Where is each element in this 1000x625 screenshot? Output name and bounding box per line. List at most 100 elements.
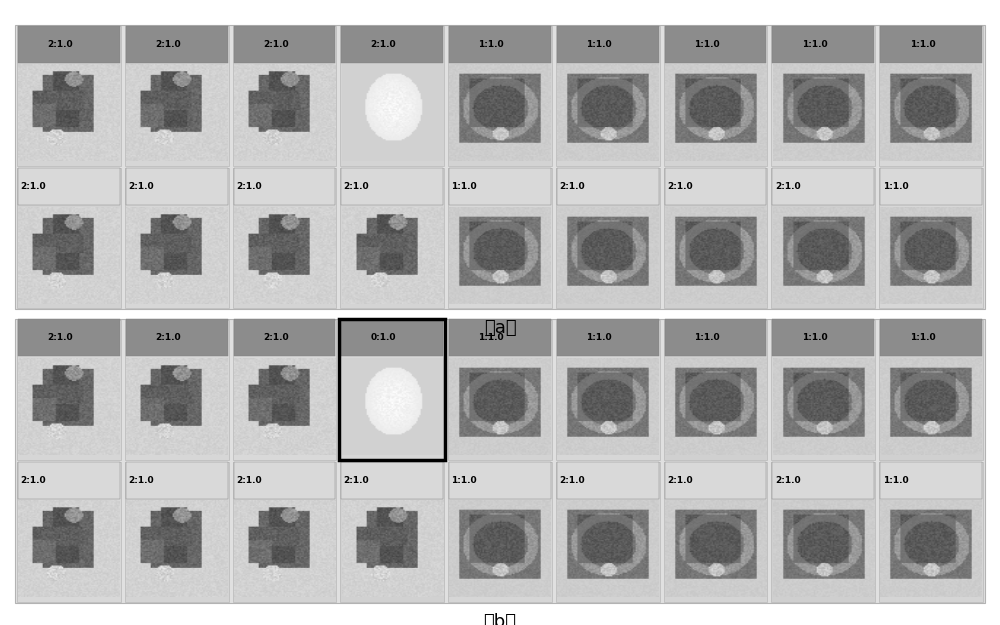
Bar <box>339 319 445 460</box>
Bar <box>126 26 228 62</box>
Bar <box>665 26 766 62</box>
Bar <box>125 168 229 308</box>
Bar <box>449 319 551 356</box>
Bar <box>771 168 875 308</box>
Bar <box>880 461 982 499</box>
Text: 1:1.0: 1:1.0 <box>478 334 504 342</box>
Text: 1:1.0: 1:1.0 <box>883 476 908 484</box>
Text: 2:1.0: 2:1.0 <box>559 182 585 191</box>
Text: 0:1.0: 0:1.0 <box>371 334 396 342</box>
Text: 2:1.0: 2:1.0 <box>236 476 262 484</box>
Text: 1:1.0: 1:1.0 <box>802 334 827 342</box>
Bar <box>665 168 766 205</box>
Bar <box>772 461 874 499</box>
Bar <box>557 461 659 499</box>
Bar <box>18 168 120 205</box>
Text: （b）: （b） <box>484 613 516 625</box>
Text: 2:1.0: 2:1.0 <box>236 182 262 191</box>
Bar <box>448 26 552 166</box>
Bar <box>449 461 551 499</box>
Bar <box>556 26 660 166</box>
Bar <box>341 26 443 62</box>
Bar <box>126 461 228 499</box>
Text: 2:1.0: 2:1.0 <box>667 476 693 484</box>
Text: 2:1.0: 2:1.0 <box>128 476 154 484</box>
Bar <box>448 168 552 308</box>
Bar <box>664 26 767 166</box>
Text: 2:1.0: 2:1.0 <box>155 334 181 342</box>
Bar <box>772 319 874 356</box>
Text: 1:1.0: 1:1.0 <box>910 334 935 342</box>
Text: 1:1.0: 1:1.0 <box>586 40 612 49</box>
Bar <box>449 168 551 205</box>
Bar <box>234 26 335 62</box>
Bar <box>126 319 228 356</box>
Bar <box>880 168 982 205</box>
Bar <box>15 319 985 603</box>
Text: 1:1.0: 1:1.0 <box>802 40 827 49</box>
Bar <box>880 319 982 356</box>
Bar <box>125 26 229 166</box>
Bar <box>234 168 335 205</box>
Bar <box>234 319 335 356</box>
Bar <box>233 462 336 602</box>
Text: 2:1.0: 2:1.0 <box>667 182 693 191</box>
Bar <box>771 462 875 602</box>
Bar <box>233 168 336 308</box>
Bar <box>879 462 983 602</box>
Text: 2:1.0: 2:1.0 <box>128 182 154 191</box>
Text: （a）: （a） <box>484 319 516 337</box>
Text: 2:1.0: 2:1.0 <box>155 40 181 49</box>
Bar <box>879 168 983 308</box>
Bar <box>233 320 336 460</box>
Bar <box>449 26 551 62</box>
Bar <box>340 320 444 460</box>
Bar <box>18 26 120 62</box>
Text: 1:1.0: 1:1.0 <box>586 334 612 342</box>
Text: 2:1.0: 2:1.0 <box>775 476 800 484</box>
Bar <box>448 320 552 460</box>
Bar <box>557 319 659 356</box>
Bar <box>341 319 443 356</box>
Bar <box>664 462 767 602</box>
Bar <box>665 319 766 356</box>
Bar <box>880 26 982 62</box>
Text: 2:1.0: 2:1.0 <box>20 476 46 484</box>
Text: 1:1.0: 1:1.0 <box>452 476 477 484</box>
Bar <box>17 168 121 308</box>
Text: 2:1.0: 2:1.0 <box>263 40 289 49</box>
Bar <box>125 320 229 460</box>
Text: 2:1.0: 2:1.0 <box>775 182 800 191</box>
Bar <box>340 168 444 308</box>
Bar <box>556 168 660 308</box>
Bar <box>17 320 121 460</box>
Bar <box>15 25 985 309</box>
Bar <box>772 26 874 62</box>
Text: 2:1.0: 2:1.0 <box>20 182 46 191</box>
Bar <box>556 462 660 602</box>
Text: 2:1.0: 2:1.0 <box>47 40 73 49</box>
Bar <box>18 461 120 499</box>
Bar <box>879 26 983 166</box>
Bar <box>771 320 875 460</box>
Bar <box>340 462 444 602</box>
Text: 1:1.0: 1:1.0 <box>910 40 935 49</box>
Text: 2:1.0: 2:1.0 <box>263 334 289 342</box>
Bar <box>125 462 229 602</box>
Bar <box>340 26 444 166</box>
Text: 1:1.0: 1:1.0 <box>478 40 504 49</box>
Text: 1:1.0: 1:1.0 <box>694 40 720 49</box>
Bar <box>18 319 120 356</box>
Bar <box>17 26 121 166</box>
Bar <box>665 461 766 499</box>
Bar <box>126 168 228 205</box>
Bar <box>556 320 660 460</box>
Bar <box>341 168 443 205</box>
Text: 2:1.0: 2:1.0 <box>344 182 369 191</box>
Bar <box>664 168 767 308</box>
Bar <box>448 462 552 602</box>
Text: 2:1.0: 2:1.0 <box>371 40 396 49</box>
Text: 2:1.0: 2:1.0 <box>47 334 73 342</box>
Bar <box>17 462 121 602</box>
Bar <box>664 320 767 460</box>
